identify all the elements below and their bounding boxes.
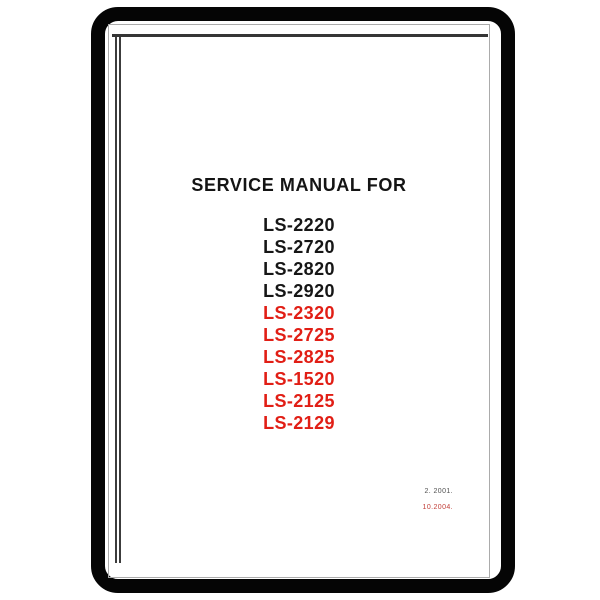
model-number: LS-2825 xyxy=(263,347,335,367)
model-number: LS-1520 xyxy=(263,369,335,389)
model-number: LS-2920 xyxy=(263,281,335,301)
cover-border-frame xyxy=(91,7,515,593)
model-number: LS-2720 xyxy=(263,237,335,257)
page-edge-outline xyxy=(108,24,490,578)
revision-dates: 2. 2001. 10.2004. xyxy=(343,484,453,515)
revision-date-original: 2. 2001. xyxy=(424,488,453,495)
model-list: LS-2220 LS-2720 LS-2820 LS-2920 LS-2320 … xyxy=(108,214,490,434)
model-number: LS-2320 xyxy=(263,303,335,323)
model-number: LS-2129 xyxy=(263,413,335,433)
model-number: LS-2820 xyxy=(263,259,335,279)
page-top-edge-line xyxy=(112,34,488,37)
page-title: SERVICE MANUAL FOR xyxy=(191,175,407,195)
model-number: LS-2725 xyxy=(263,325,335,345)
model-number: LS-2125 xyxy=(263,391,335,411)
revision-date-updated: 10.2004. xyxy=(422,503,453,511)
page-left-edge-line xyxy=(115,37,121,563)
model-number: LS-2220 xyxy=(263,215,335,235)
